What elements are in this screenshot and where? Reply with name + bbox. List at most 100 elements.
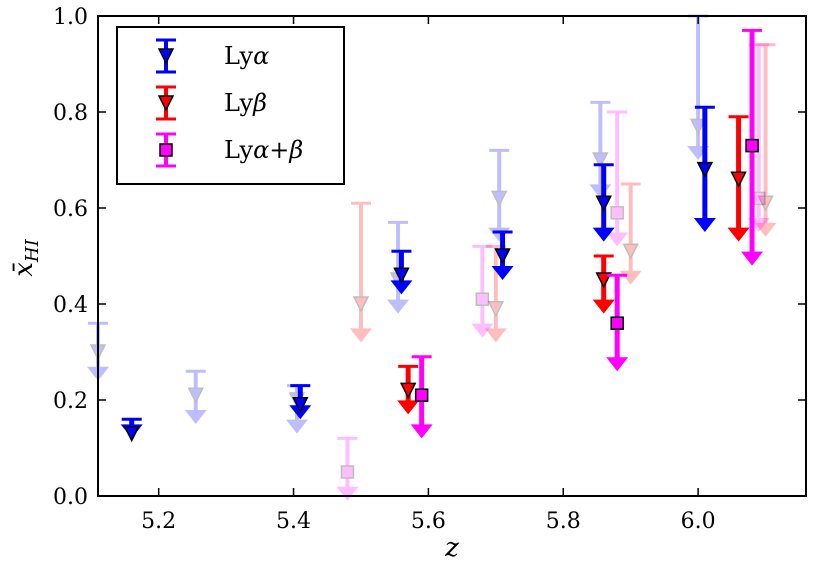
upper-limit-arrowhead xyxy=(754,222,777,237)
triangle-marker xyxy=(757,195,774,212)
legend-label: Lyβ xyxy=(224,89,267,117)
upper-limit-arrowhead xyxy=(390,280,413,295)
data-point-lyab-faded xyxy=(471,244,494,338)
triangle-marker xyxy=(352,296,370,313)
data-point-lyb-faded xyxy=(754,43,777,237)
data-point-lyb xyxy=(592,254,615,314)
data-point-lya xyxy=(120,417,143,443)
x-tick-label: 5.4 xyxy=(276,509,311,534)
data-point-lya xyxy=(592,163,615,242)
y-tick-label: 0.6 xyxy=(53,197,88,222)
y-tick-label: 1.0 xyxy=(53,5,88,30)
data-point-lya-faded xyxy=(589,100,612,199)
square-marker xyxy=(414,388,429,402)
data-point-lya xyxy=(491,230,514,280)
data-point-lya-faded xyxy=(184,369,207,424)
x-tick-label: 5.6 xyxy=(411,509,446,534)
upper-limit-arrowhead xyxy=(397,400,420,415)
y-tick-label: 0.0 xyxy=(53,485,88,510)
y-axis-label-main: x̄ xyxy=(9,262,39,277)
triangle-marker xyxy=(490,190,508,208)
data-point-lyb-faded xyxy=(484,244,507,343)
triangle-marker xyxy=(592,152,609,169)
legend-box xyxy=(116,26,345,185)
upper-limit-arrowhead xyxy=(741,251,764,266)
svg-text:x̄HI: x̄HI xyxy=(9,238,43,276)
upper-limit-arrowhead xyxy=(336,486,359,501)
legend-entry-lyab: Lyα+β xyxy=(156,132,303,168)
data-point-lya xyxy=(289,384,312,420)
data-point-lyb-faded xyxy=(349,201,372,343)
square-marker xyxy=(340,465,355,479)
upper-limit-arrowhead xyxy=(349,328,372,343)
upper-limit-arrowhead xyxy=(727,227,750,242)
upper-limit-arrowhead xyxy=(285,419,308,434)
x-axis-label: z xyxy=(444,533,459,563)
legend-entry-lya: Lyα xyxy=(156,38,269,74)
triangle-marker xyxy=(595,195,612,212)
upper-limit-arrowhead xyxy=(619,270,642,285)
triangle-marker xyxy=(157,95,175,112)
upper-limit-arrowhead xyxy=(184,410,207,424)
legend-label-greek: β xyxy=(252,89,267,117)
data-point-lyb xyxy=(397,364,420,415)
data-point-lya-faded xyxy=(488,148,511,242)
y-axis-label-sub: HI xyxy=(22,238,43,263)
upper-limit-arrowhead xyxy=(471,323,494,338)
triangle-marker xyxy=(187,387,204,404)
data-point-lyab-faded xyxy=(336,436,359,501)
triangle-marker xyxy=(730,171,747,188)
upper-limit-arrowhead xyxy=(488,227,511,242)
plot-frame xyxy=(97,15,807,497)
x-tick-label: 5.2 xyxy=(141,509,176,534)
y-tick-label: 0.2 xyxy=(53,389,88,414)
x-tick-label: 5.8 xyxy=(546,509,581,534)
triangle-marker xyxy=(393,267,410,284)
legend-label-main: Ly xyxy=(224,42,254,70)
triangle-marker xyxy=(487,301,505,318)
triangle-marker xyxy=(494,248,511,265)
data-point-lyab xyxy=(606,273,629,372)
square-marker xyxy=(610,206,624,220)
triangle-marker xyxy=(157,48,175,65)
triangle-marker xyxy=(399,382,417,400)
upper-limit-arrowhead xyxy=(410,424,433,439)
legend-entry-lyb: Lyβ xyxy=(156,85,267,121)
upper-limit-arrowhead xyxy=(606,357,629,372)
y-tick-label: 0.4 xyxy=(53,293,88,318)
square-marker xyxy=(745,138,759,153)
data-point-lyb xyxy=(727,115,750,242)
upper-limit-arrowhead xyxy=(491,266,514,280)
square-marker xyxy=(610,316,624,330)
triangle-marker xyxy=(689,118,707,136)
ticks-layer: 5.2 5.4 5.6 5.8 6.0 0.0 0.2 0.4 0.6 0.8 1.0 xyxy=(53,5,806,534)
legend-label: Lyα xyxy=(224,42,269,70)
legend-label-greek: α+β xyxy=(253,136,303,164)
y-axis-label: x̄HI xyxy=(9,238,43,276)
square-marker xyxy=(752,191,766,206)
triangle-marker xyxy=(123,425,140,443)
triangle-marker xyxy=(696,161,714,179)
data-point-lya xyxy=(390,249,413,295)
triangle-marker xyxy=(292,397,309,414)
triangle-marker xyxy=(622,243,639,260)
main-markers-layer xyxy=(120,28,764,443)
legend-label-main: Ly xyxy=(224,136,254,164)
square-marker xyxy=(475,292,490,306)
data-point-lyab-faded xyxy=(606,110,629,247)
upper-limit-arrowhead xyxy=(606,232,629,247)
legend-label-main: Ly xyxy=(224,89,254,117)
square-marker xyxy=(159,143,173,157)
upper-limit-arrowhead xyxy=(693,218,716,232)
legend-label: Lyα+β xyxy=(224,136,303,164)
legend-label-greek: α xyxy=(253,42,269,70)
x-tick-label: 6.0 xyxy=(681,509,716,534)
y-tick-label: 0.8 xyxy=(53,101,88,126)
upper-limit-arrowhead xyxy=(484,328,507,343)
data-point-lyab xyxy=(410,355,433,439)
upper-limit-arrowhead xyxy=(592,227,615,242)
data-point-lya xyxy=(693,105,716,232)
